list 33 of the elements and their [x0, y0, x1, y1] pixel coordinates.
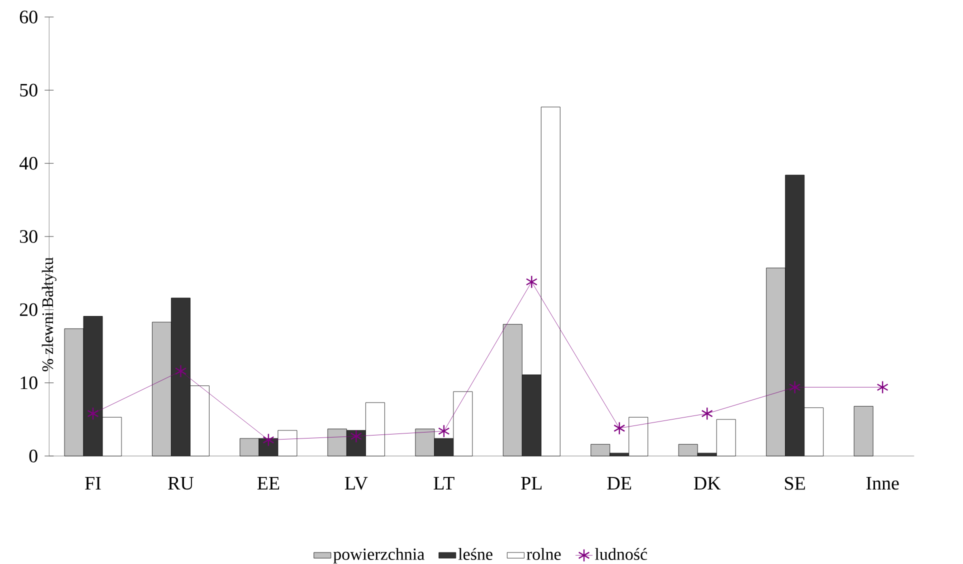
- point: [350, 430, 362, 443]
- point: [526, 275, 538, 288]
- legend-label: rolne: [526, 548, 561, 560]
- legend-label: ludność: [595, 548, 648, 560]
- y-tick-label: 20: [20, 303, 38, 316]
- y-axis-title: % zlewni Bałtyku: [42, 257, 56, 372]
- y-tick-label: 0: [29, 450, 38, 462]
- point: [876, 380, 888, 394]
- point: [87, 406, 99, 420]
- x-tick-label: PL: [521, 477, 542, 490]
- legend-label: leśne: [458, 548, 492, 560]
- x-tick-label: SE: [785, 477, 805, 490]
- x-tick-label: EE: [257, 477, 280, 490]
- y-tick-label: 40: [19, 156, 38, 170]
- point: [174, 364, 187, 378]
- x-tick-label: LT: [434, 477, 454, 490]
- x-tick-label: DE: [607, 477, 632, 490]
- point: [701, 406, 713, 420]
- x-tick-label: FI: [85, 477, 101, 490]
- legend-label: powierzchnia: [333, 548, 424, 564]
- point: [614, 422, 626, 435]
- y-tick-label: 60: [20, 10, 38, 24]
- y-tick-label: 30: [20, 230, 38, 243]
- x-tick-label: RU: [168, 477, 194, 490]
- y-tick-label: 50: [20, 84, 38, 97]
- y-tick-label: 10: [20, 376, 38, 390]
- bar: [854, 406, 874, 456]
- point: [789, 380, 801, 394]
- point: [262, 433, 274, 446]
- x-tick-label: DK: [694, 477, 721, 490]
- x-tick-label: LV: [344, 477, 368, 490]
- point: [438, 424, 450, 438]
- x-tick-label: Inne: [866, 477, 899, 490]
